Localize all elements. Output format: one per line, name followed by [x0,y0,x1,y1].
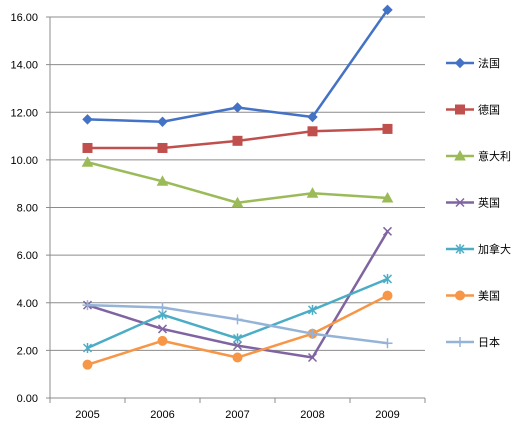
data-point [156,175,169,186]
legend-item: 美国 [446,290,500,303]
data-point [307,304,318,315]
legend-item: 日本 [446,335,500,349]
data-point [382,290,393,301]
data-point [82,359,93,370]
data-point [232,333,243,344]
legend-item: 英国 [446,196,500,210]
data-point [157,335,168,346]
legend-item: 加拿大 [446,242,511,256]
series-layer [81,4,394,370]
data-point [232,314,243,325]
data-point [382,123,393,134]
data-point [81,156,94,167]
data-point [232,102,243,113]
x-tick-label: 2005 [75,409,99,421]
data-point [382,226,393,236]
x-tick-label: 2006 [150,409,174,421]
series-4 [82,226,393,363]
y-tick-label: 6.00 [17,250,38,262]
legend-marker [455,197,465,208]
legend-label: 法国 [478,56,500,70]
data-point [231,196,244,208]
data-point [382,338,393,349]
legend-label: 日本 [478,335,500,349]
legend-marker [454,149,466,161]
data-point [382,273,393,284]
data-point [157,142,168,153]
y-tick-label: 8.00 [17,203,38,215]
data-point [307,111,318,123]
legend-label: 加拿大 [478,242,511,256]
data-point [306,187,319,198]
legend-marker [455,244,465,254]
data-point [82,342,93,353]
data-point [307,352,318,363]
data-point [82,142,93,153]
y-tick-label: 14.00 [10,60,38,72]
legend-label: 美国 [478,290,500,303]
x-tick-label: 2008 [300,409,324,421]
legend-marker [454,57,466,69]
legend-marker [455,337,465,347]
legend-label: 德国 [478,103,500,117]
y-tick-label: 0.00 [17,393,38,405]
y-tick-label: 4.00 [17,298,38,310]
data-point [381,191,394,203]
y-tick-label: 16.00 [10,12,38,24]
legend-label: 英国 [478,196,500,210]
x-tick-label: 2007 [225,409,249,421]
data-point [382,4,393,16]
series-5 [82,273,393,353]
x-tick-label: 2009 [375,409,399,421]
data-point [232,135,243,146]
legend-item: 法国 [446,56,500,70]
data-point [157,324,168,334]
legend-item: 意大利 [446,149,511,163]
data-point [307,126,318,137]
series-line [87,161,388,204]
y-tick-label: 12.00 [10,107,38,119]
legend-item: 德国 [446,103,500,117]
y-tick-label: 10.00 [10,155,38,167]
data-point [157,302,168,313]
series-3 [81,156,394,208]
grid-layer [50,16,425,351]
data-point [82,114,93,125]
series-1 [82,4,393,127]
legend-marker [455,290,465,301]
series-7 [82,300,393,349]
data-point [232,352,243,363]
axis-layer: 0.00 2.00 4.00 6.00 8.00 10.00 12.00 14.00 16.00… [10,12,426,421]
y-tick-label: 2.00 [17,345,38,357]
legend-marker [455,104,465,115]
series-2 [82,123,393,153]
legend-label: 意大利 [478,149,511,163]
data-point [232,341,243,351]
data-point [157,116,168,127]
data-point [82,300,93,311]
series-6 [82,290,393,370]
data-point [307,328,318,339]
